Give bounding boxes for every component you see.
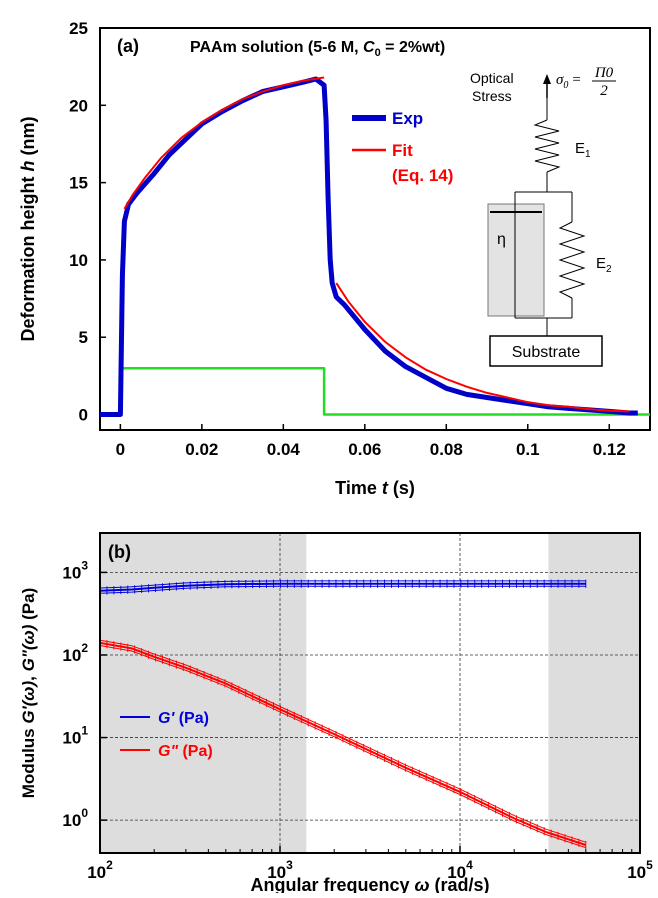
x-tick-label: 0.08 <box>430 440 463 459</box>
x-tick-label: 103 <box>267 858 293 882</box>
x-axis-title-a: Time t (s) <box>335 478 415 498</box>
error-envelope <box>99 639 586 843</box>
y-tick-label: 103 <box>62 558 88 582</box>
y-tick-label: 102 <box>62 641 88 665</box>
y-axis-title-a: Deformation height h (nm) <box>18 117 38 342</box>
eq-denominator: 2 <box>600 83 608 99</box>
legend-label-fit: Fit <box>392 141 413 160</box>
x-tick-label: 0.04 <box>267 440 301 459</box>
series-gdoubleprime <box>99 638 587 850</box>
spring-e1 <box>533 119 561 173</box>
error-envelope <box>99 645 586 849</box>
y-tick-label: 10 <box>69 251 88 270</box>
series-line-fit <box>335 282 630 413</box>
x-tick-label: 0.06 <box>348 440 381 459</box>
x-tick-label: 102 <box>87 858 113 882</box>
x-axis-title-b: Angular frequency ω (rad/s) <box>250 875 489 893</box>
grid-b <box>100 533 640 853</box>
series-line <box>99 641 587 846</box>
series-line-exp <box>100 76 638 417</box>
plot-frame-a <box>99 27 651 431</box>
legend-label-eq: (Eq. 14) <box>392 166 453 185</box>
legend-label-gprime: G' (Pa) <box>158 710 209 727</box>
chart-title-a: PAAm solution (5-6 M, C0 = 2%wt) <box>190 39 445 59</box>
eq-numerator: Π0 <box>594 65 614 81</box>
x-tick-label: 105 <box>627 858 653 882</box>
series-line-fit <box>123 76 325 210</box>
substrate-box <box>489 335 603 367</box>
axis-ticks-b: 102 103 104 105 100 101 102 103 <box>62 558 653 882</box>
spring-e2 <box>558 221 586 299</box>
panel-b: 102 103 104 105 100 101 102 103 (b) G' (Pa) G" … <box>19 532 653 895</box>
legend-label-gdoubleprime: G" (Pa) <box>158 743 213 760</box>
x-tick-label: 0.02 <box>185 440 218 459</box>
panel-label-b: (b) <box>108 542 131 562</box>
plot-frame-b <box>99 532 641 854</box>
legend-label-exp: Exp <box>392 109 423 128</box>
series-gprime <box>99 579 587 595</box>
e2-label: E2 <box>596 255 612 275</box>
panel-a: 0 0.02 0.04 0.06 0.08 0.1 0.12 0 5 10 15 20 25 (a) P… <box>18 19 651 498</box>
y-tick-label: 0 <box>79 406 88 425</box>
series-group-a <box>100 76 650 417</box>
x-tick-label: 0.12 <box>593 440 626 459</box>
stress-equation: σ0 = <box>556 72 582 91</box>
axis-ticks-a: 0 0.02 0.04 0.06 0.08 0.1 0.12 0 5 10 15 20 25 <box>69 19 626 459</box>
y-tick-label: 25 <box>69 19 88 38</box>
substrate-label: Substrate <box>512 344 581 361</box>
arrow-up-icon <box>543 74 551 84</box>
stress-label: Stress <box>472 88 512 104</box>
panel-label-a: (a) <box>117 36 139 56</box>
series-group-b <box>99 579 587 850</box>
x-tick-label: 104 <box>447 858 473 882</box>
optical-label: Optical <box>470 70 514 86</box>
x-tick-label: 0 <box>116 440 125 459</box>
y-tick-label: 100 <box>62 806 88 830</box>
legend-b: G' (Pa) G" (Pa) <box>120 710 213 760</box>
eta-label: η <box>497 231 506 248</box>
e1-label: E1 <box>575 140 591 160</box>
y-axis-title-b: Modulus G'(ω), G"(ω) (Pa) <box>19 588 38 798</box>
y-tick-label: 5 <box>79 328 88 347</box>
y-tick-label: 15 <box>69 174 88 193</box>
y-tick-label: 101 <box>62 724 88 748</box>
legend-a: Exp Fit (Eq. 14) <box>352 109 453 185</box>
y-tick-label: 20 <box>69 96 88 115</box>
viscoelastic-model-diagram: Optical Stress σ0 = Π0 2 E1 η E2 <box>470 65 616 367</box>
dashpot-body <box>487 203 545 317</box>
x-tick-label: 0.1 <box>516 440 540 459</box>
